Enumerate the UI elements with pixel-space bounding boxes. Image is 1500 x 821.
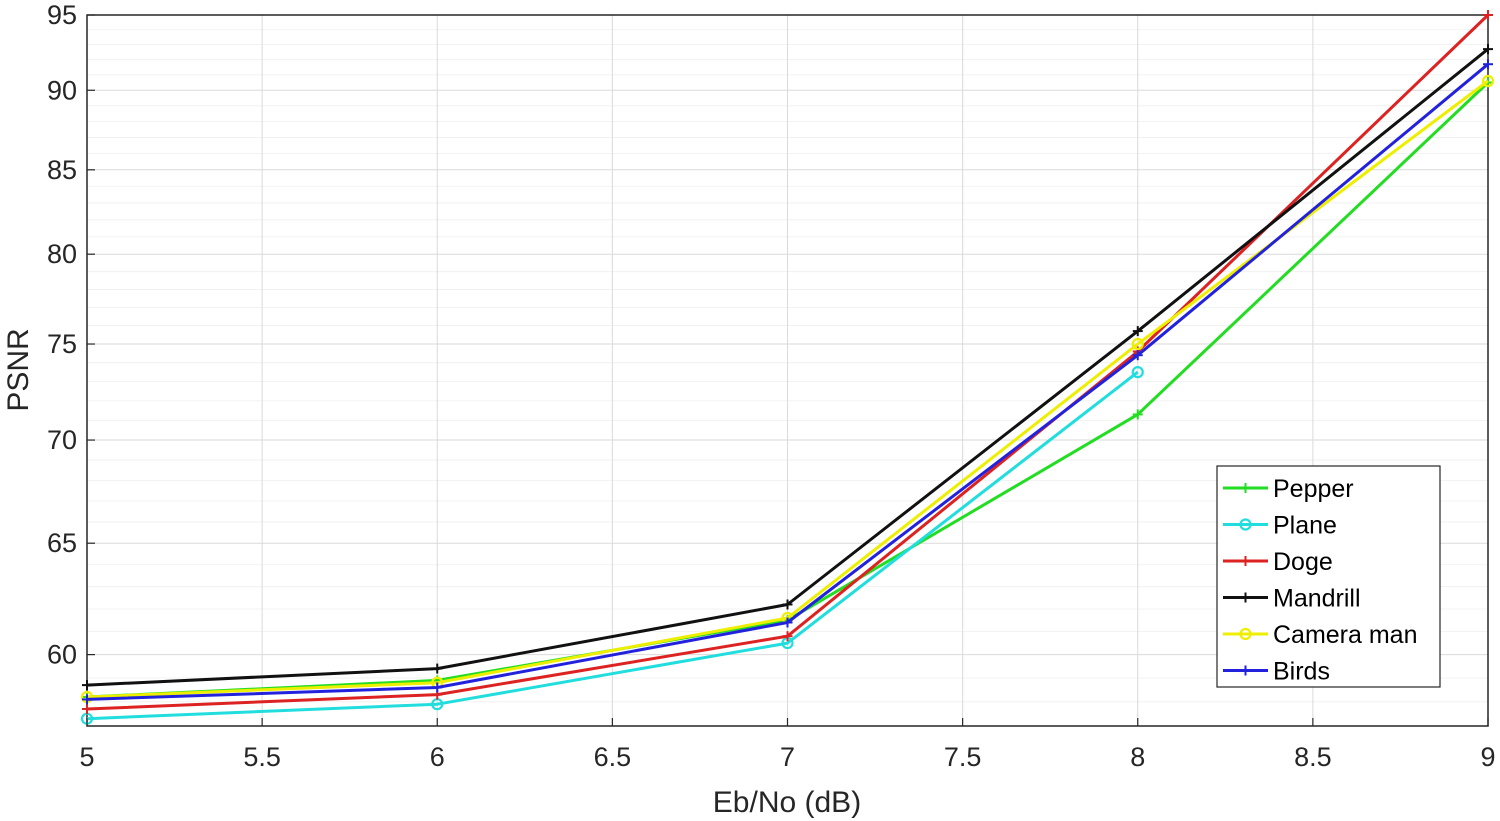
- y-tick-label: 80: [47, 239, 77, 269]
- legend-item-plane: Plane: [1223, 512, 1337, 540]
- x-tick-label: 7.5: [944, 742, 982, 772]
- legend-label: Plane: [1273, 512, 1337, 540]
- series-mandrill: [82, 44, 1493, 691]
- x-tick-label: 6: [430, 742, 445, 772]
- legend-label: Camera man: [1273, 621, 1418, 649]
- data-point-birds: [432, 682, 443, 693]
- y-axis-label: PSNR: [2, 328, 35, 411]
- series-lines: [80, 10, 1495, 725]
- x-tick-label: 6.5: [594, 742, 632, 772]
- data-point-birds: [1483, 59, 1493, 70]
- y-tick-label: 60: [47, 640, 77, 670]
- x-tick-label: 8.5: [1294, 742, 1332, 772]
- legend-item-doge: Doge: [1223, 548, 1333, 576]
- x-tick-label: 5: [79, 742, 94, 772]
- legend-label: Pepper: [1273, 475, 1354, 503]
- data-point-doge: [1483, 10, 1493, 20]
- data-point-plane: [1131, 366, 1144, 379]
- data-point-birds: [782, 617, 793, 628]
- y-tick-label: 70: [47, 425, 77, 455]
- x-tick-label: 7: [780, 742, 795, 772]
- legend-marker: [1240, 665, 1251, 676]
- tick-labels: 5 5.5 6 6.5 7 7.5 8 8.5 9 60 65 70 75 80 85 90 95: [47, 0, 1496, 772]
- data-point-birds: [82, 694, 92, 705]
- legend-item-camera-man: Camera man: [1223, 621, 1418, 649]
- data-point-doge: [782, 631, 793, 642]
- y-tick-label: 75: [47, 329, 77, 359]
- series-birds: [82, 59, 1493, 705]
- legend-box: [1216, 465, 1441, 688]
- legend: Pepper Plane Doge Mandrill Camera man Birds: [1216, 465, 1441, 688]
- data-point-mandrill: [782, 599, 793, 610]
- legend-item-mandrill: Mandrill: [1223, 585, 1361, 613]
- y-tick-label: 90: [47, 75, 77, 105]
- legend-item-pepper: Pepper: [1223, 475, 1354, 503]
- data-point-camera-man: [1131, 337, 1144, 351]
- x-tick-label: 9: [1480, 742, 1495, 772]
- data-point-mandrill: [1132, 326, 1143, 337]
- legend-item-birds: Birds: [1223, 658, 1330, 686]
- legend-label: Mandrill: [1273, 585, 1361, 613]
- data-point-mandrill: [1483, 44, 1493, 55]
- data-point-birds: [1132, 350, 1143, 361]
- x-tick-label: 5.5: [243, 742, 281, 772]
- data-point-mandrill: [432, 663, 443, 674]
- legend-marker: [1239, 627, 1252, 641]
- legend-marker: [1240, 483, 1251, 493]
- y-tick-label: 85: [47, 155, 77, 185]
- legend-marker: [1239, 518, 1252, 531]
- y-tick-label: 95: [47, 0, 77, 30]
- data-point-pepper: [1132, 409, 1143, 420]
- series-line-plane: [86, 370, 1139, 721]
- data-point-mandrill: [82, 680, 92, 691]
- x-tick-label: 8: [1130, 742, 1145, 772]
- legend-label: Doge: [1273, 548, 1333, 576]
- data-point-doge: [82, 704, 92, 715]
- data-point-camera-man: [1481, 74, 1495, 88]
- y-tick-label: 65: [47, 528, 77, 558]
- x-axis-label: Eb/No (dB): [713, 786, 861, 819]
- legend-marker: [1240, 556, 1251, 566]
- legend-label: Birds: [1273, 658, 1330, 686]
- legend-marker: [1240, 592, 1251, 603]
